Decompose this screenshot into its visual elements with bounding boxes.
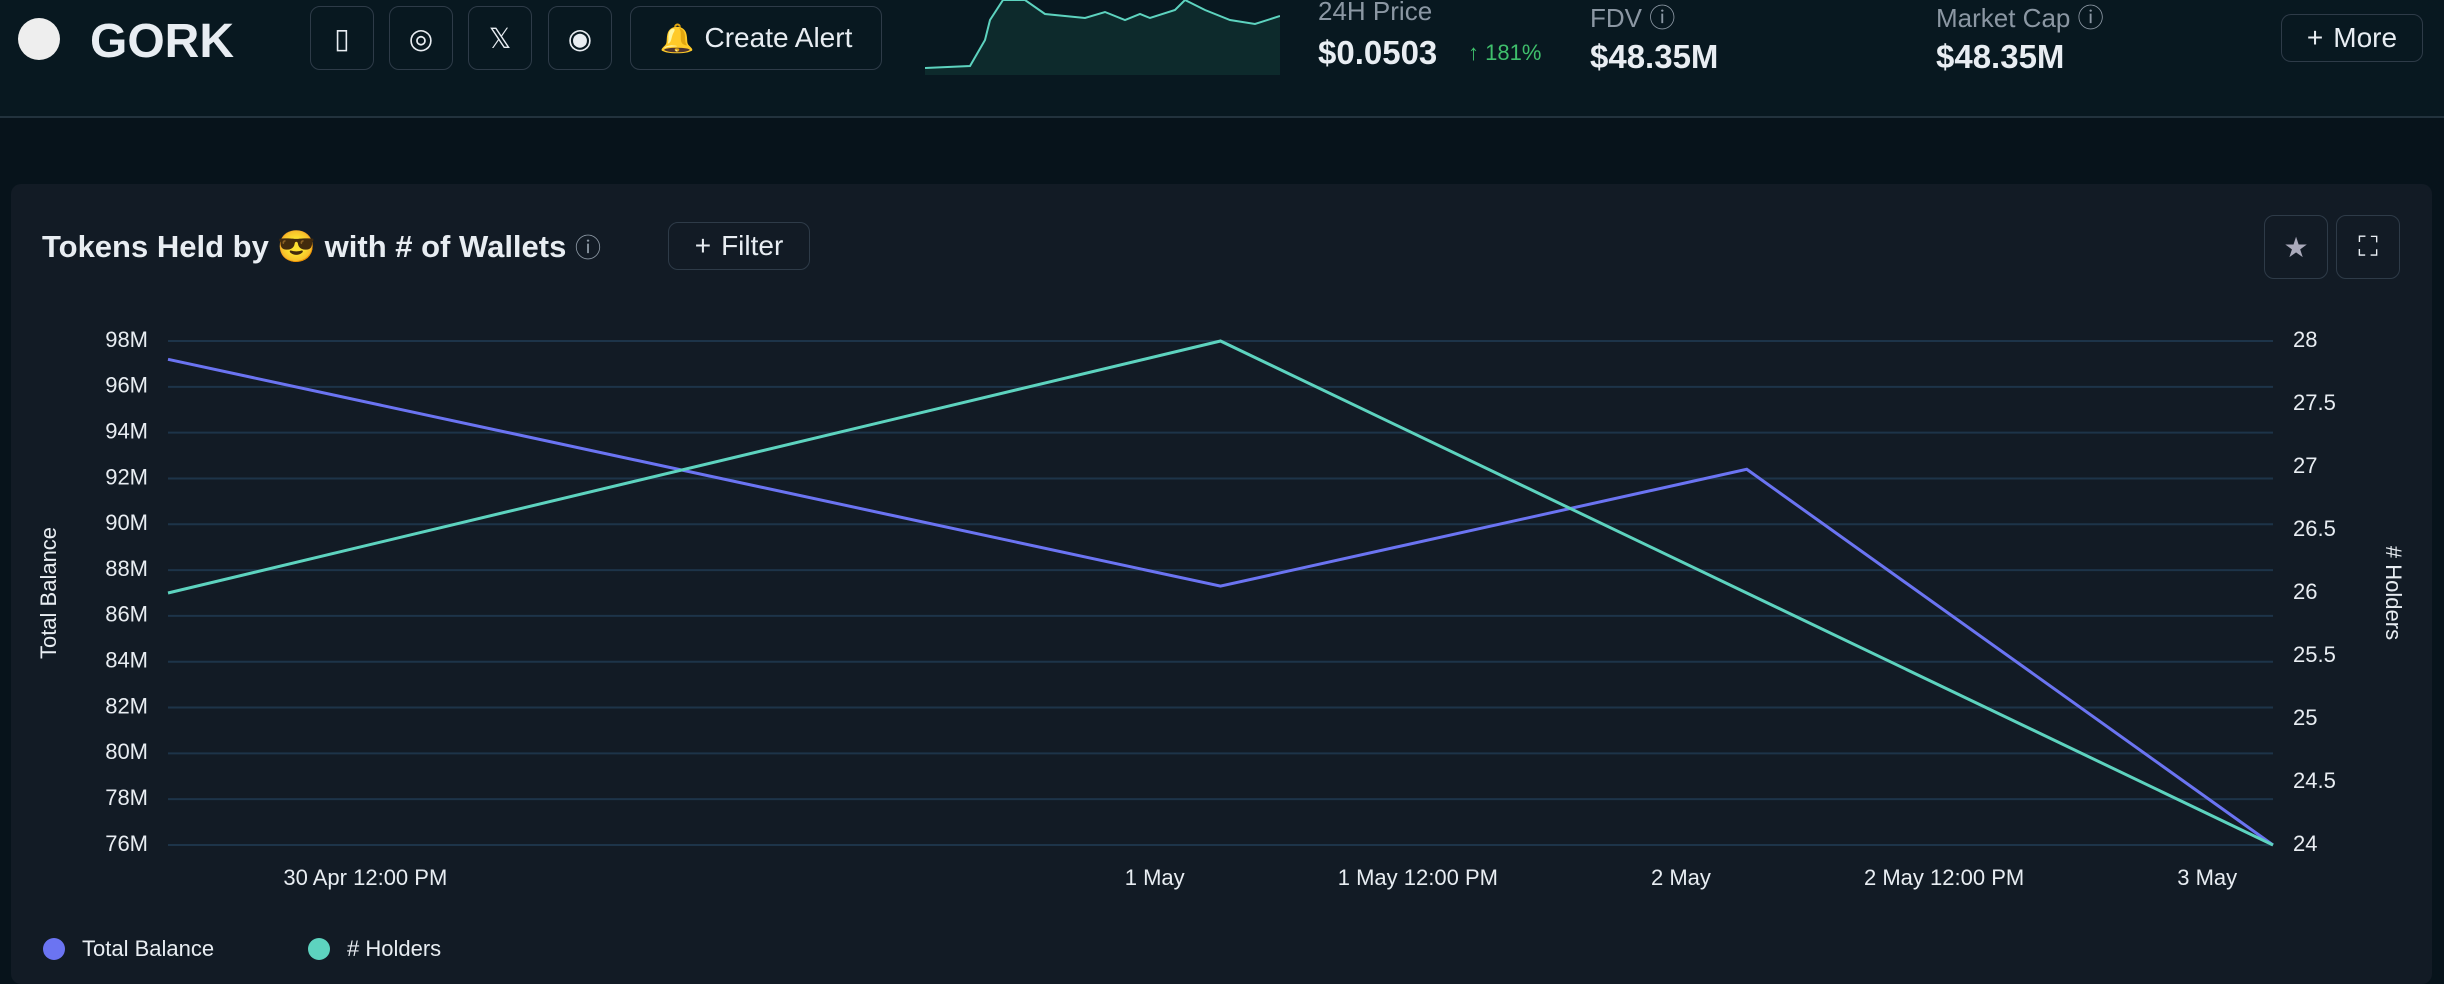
mcap-label: Market Cap ⓘ bbox=[1936, 3, 2104, 33]
y2-tick-label: 25 bbox=[2293, 705, 2317, 730]
price-change: ↑ 181% bbox=[1468, 40, 1542, 65]
mcap-label-text: Market Cap bbox=[1936, 3, 2071, 33]
token-name: GORK bbox=[90, 15, 234, 68]
legend-label: # Holders bbox=[347, 936, 441, 961]
fullscreen-button[interactable]: ⛶ bbox=[2336, 215, 2400, 279]
x-tick-label: 30 Apr 12:00 PM bbox=[283, 865, 447, 890]
y2-tick-label: 27.5 bbox=[2293, 390, 2336, 415]
price: $0.0503 bbox=[1318, 34, 1438, 71]
filter-text: Filter bbox=[721, 230, 784, 261]
legend-label: Total Balance bbox=[82, 936, 214, 961]
fdv-label: FDV ⓘ bbox=[1590, 3, 1676, 33]
y2-tick-label: 24.5 bbox=[2293, 768, 2336, 793]
x-tick-label: 2 May bbox=[1651, 865, 1711, 890]
y2-tick-label: 24 bbox=[2293, 831, 2317, 856]
y-tick-label: 86M bbox=[105, 602, 148, 627]
fdv-label-text: FDV bbox=[1590, 3, 1642, 33]
more-text: More bbox=[2333, 22, 2398, 53]
fdv: $48.35M bbox=[1590, 38, 1719, 75]
panel-title: Tokens Held by 😎 with # of Wallets ⓘ bbox=[42, 229, 601, 264]
y2-tick-label: 26.5 bbox=[2293, 516, 2336, 541]
filter-button[interactable]: + Filter bbox=[668, 222, 810, 270]
y-tick-label: 80M bbox=[105, 739, 148, 764]
y-tick-label: 76M bbox=[105, 831, 148, 856]
price-change-value: 181% bbox=[1485, 40, 1542, 65]
y2-tick-label: 25.5 bbox=[2293, 642, 2336, 667]
series-line bbox=[167, 339, 2274, 847]
more-button[interactable]: + More bbox=[2281, 14, 2423, 62]
y-tick-label: 82M bbox=[105, 693, 148, 718]
y-tick-label: 88M bbox=[105, 556, 148, 581]
title-start: Tokens Held by bbox=[42, 229, 269, 264]
price-label: 24H Price bbox=[1318, 0, 1433, 26]
logo bbox=[18, 18, 60, 60]
y-tick-label: 90M bbox=[105, 510, 148, 535]
website-button[interactable]: ◎ bbox=[389, 6, 453, 70]
y2-tick-label: 26 bbox=[2293, 579, 2317, 604]
create-alert-text: Create Alert bbox=[704, 22, 853, 53]
y-tick-label: 78M bbox=[105, 785, 148, 810]
series-line bbox=[167, 357, 2274, 847]
bell-icon: 🔔 bbox=[659, 22, 695, 54]
copy-button[interactable]: ▯ bbox=[310, 6, 374, 70]
y-tick-label: 84M bbox=[105, 648, 148, 673]
y2-axis-label: # Holders bbox=[2381, 546, 2406, 640]
y2-tick-label: 28 bbox=[2293, 327, 2317, 352]
x-tick-label: 1 May bbox=[1125, 865, 1185, 890]
mcap: $48.35M bbox=[1936, 38, 2065, 75]
legend-swatch bbox=[43, 938, 65, 960]
panel bbox=[11, 184, 2432, 984]
watch-button[interactable]: ◉ bbox=[548, 6, 612, 70]
create-alert-button[interactable]: 🔔 Create Alert bbox=[630, 6, 882, 70]
title-end: with # of Wallets bbox=[324, 229, 567, 264]
x-tick-label: 1 May 12:00 PM bbox=[1338, 865, 1498, 890]
y-axis-label: Total Balance bbox=[36, 527, 61, 659]
legend-swatch bbox=[308, 938, 330, 960]
x-button[interactable]: 𝕏 bbox=[468, 6, 532, 70]
y-tick-label: 92M bbox=[105, 464, 148, 489]
y-tick-label: 98M bbox=[105, 327, 148, 352]
favorite-button[interactable]: ★ bbox=[2264, 215, 2328, 279]
y-tick-label: 96M bbox=[105, 373, 148, 398]
y-tick-label: 94M bbox=[105, 418, 148, 443]
x-tick-label: 2 May 12:00 PM bbox=[1864, 865, 2024, 890]
x-tick-label: 3 May bbox=[2177, 865, 2237, 890]
sparkline bbox=[925, 0, 1280, 75]
y2-tick-label: 27 bbox=[2293, 453, 2317, 478]
